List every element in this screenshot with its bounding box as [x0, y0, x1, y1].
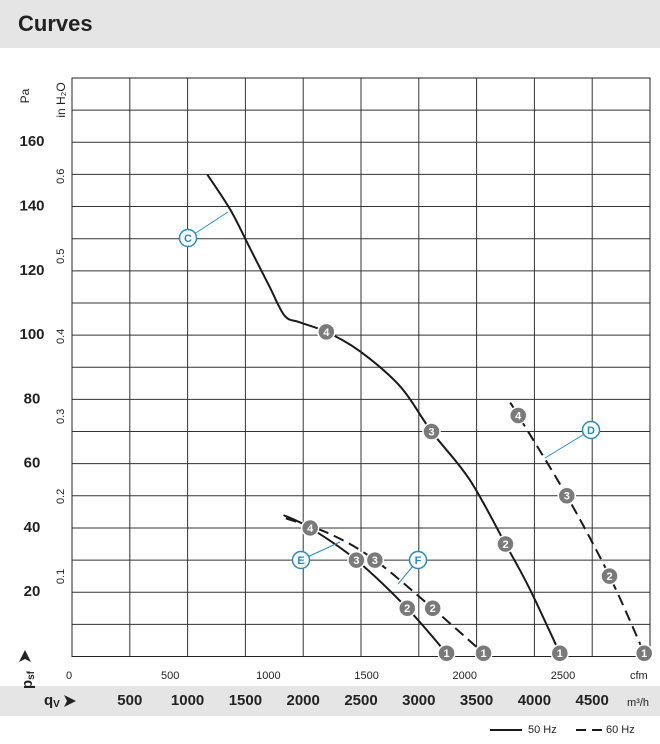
x-axis-label: m³/h — [627, 697, 649, 709]
y-tick-label: 60 — [24, 455, 41, 472]
x-tick-label: 2000 — [287, 692, 320, 709]
y-axis-label: Pa — [18, 88, 32, 103]
y-symbol-sub: sf — [26, 670, 37, 680]
operating-point-label: 3 — [564, 491, 570, 503]
plot-frame — [71, 77, 651, 657]
curve-name: F — [415, 555, 422, 567]
x2-tick-label: 500 — [161, 670, 179, 682]
y2-tick-label: 0.5 — [55, 249, 67, 264]
x2-tick-label: 2500 — [551, 670, 575, 682]
curves: C D E F 4 3 2 1 4 3 2 1 4 3 2 1 3 2 1 — [178, 173, 654, 663]
operating-point — [634, 644, 654, 663]
operating-point — [423, 599, 442, 618]
operating-point-label: 3 — [372, 555, 378, 567]
x2-axis-label: cfm — [630, 670, 648, 682]
curve-name: D — [587, 425, 595, 437]
operating-point-label: 1 — [641, 648, 647, 660]
operating-point — [300, 518, 320, 538]
operating-point — [557, 486, 577, 506]
legend-label: 50 Hz — [528, 724, 557, 736]
curve-name: E — [297, 555, 304, 567]
operating-point — [437, 644, 456, 663]
operating-point — [600, 566, 619, 586]
y-tick-label: 160 — [19, 133, 44, 150]
operating-point — [496, 534, 515, 554]
y2-tick-label: 0.3 — [55, 409, 67, 424]
x2-tick-label: 1000 — [256, 670, 280, 682]
y-tick-label: 120 — [19, 262, 44, 279]
curve-name: C — [184, 233, 192, 245]
x-symbol-sub: V — [53, 699, 60, 710]
x2-tick-label: 1500 — [354, 670, 378, 682]
y2-axis-label: in H₂O — [54, 82, 68, 117]
y-tick-label: 140 — [19, 198, 44, 215]
curve-badge — [581, 420, 601, 440]
x-tick-label: 2500 — [344, 692, 377, 709]
x-tick-label: 1500 — [229, 692, 262, 709]
operating-point — [347, 550, 366, 570]
operating-point — [508, 406, 528, 425]
operating-point — [317, 322, 336, 342]
x2-tick-label: 2000 — [453, 670, 477, 682]
x-tick-label: 500 — [117, 692, 142, 709]
y-arrow — [19, 650, 31, 662]
grid — [72, 78, 650, 657]
operating-point — [397, 599, 417, 618]
y-symbol-main: p — [19, 680, 36, 689]
operating-point-label: 1 — [480, 648, 486, 660]
operating-point-label: 4 — [307, 523, 314, 535]
x-axis-band — [0, 686, 660, 716]
operating-point-label: 1 — [443, 648, 449, 660]
curve — [206, 173, 561, 654]
y2-tick-label: 0.2 — [55, 489, 67, 504]
x-tick-label: 4000 — [518, 692, 551, 709]
legend-label: 60 Hz — [606, 724, 635, 736]
x2-tick-label: 0 — [66, 670, 72, 682]
y-tick-label: 40 — [24, 519, 41, 536]
operating-point — [365, 550, 385, 570]
y2-tick-label: 0.6 — [55, 169, 67, 184]
operating-point — [422, 422, 441, 441]
header-band — [0, 0, 660, 48]
operating-point-label: 2 — [502, 539, 508, 551]
operating-point-label: 3 — [353, 555, 359, 567]
legend: 50 Hz 60 Hz — [490, 724, 635, 736]
y2-tick-label: 0.1 — [55, 569, 67, 584]
curve-badge — [178, 228, 198, 248]
x-tick-label: 3500 — [460, 692, 493, 709]
operating-point-label: 4 — [515, 410, 522, 422]
x-tick-label: 3000 — [402, 692, 435, 709]
operating-point-label: 2 — [606, 571, 612, 583]
y-tick-label: 80 — [24, 390, 41, 407]
chart-title: Curves — [18, 11, 93, 36]
operating-point-label: 3 — [428, 426, 434, 438]
operating-point — [550, 644, 570, 663]
curve-badge — [291, 550, 311, 570]
x-arrow — [64, 695, 76, 707]
x-symbol-main: q — [44, 692, 53, 709]
x-symbol: qV — [44, 692, 60, 710]
y2-tick-label: 0.4 — [55, 329, 67, 344]
x-tick-label: 4500 — [576, 692, 609, 709]
x-tick-label: 1000 — [171, 692, 204, 709]
operating-point-label: 4 — [323, 327, 330, 339]
operating-point-label: 2 — [404, 603, 410, 615]
y-tick-label: 20 — [24, 583, 41, 600]
curve-badge — [408, 550, 428, 570]
operating-point-label: 2 — [430, 603, 436, 615]
operating-point-label: 1 — [557, 648, 563, 660]
y-tick-label: 100 — [19, 326, 44, 343]
operating-point — [474, 644, 493, 663]
y-symbol: psf — [19, 670, 37, 689]
